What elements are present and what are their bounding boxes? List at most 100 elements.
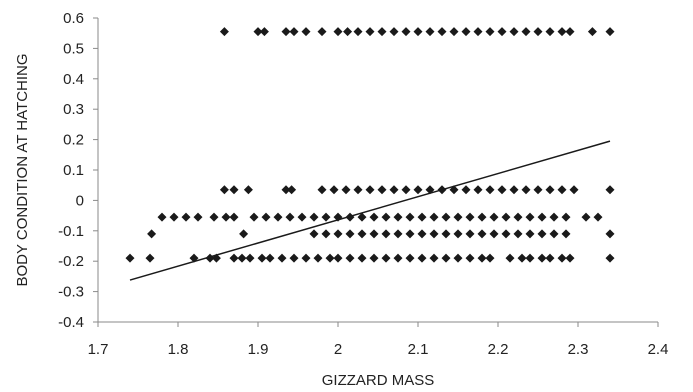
data-point: [345, 253, 355, 263]
data-point: [605, 185, 615, 195]
data-point: [533, 27, 543, 37]
data-point: [287, 185, 297, 195]
data-point: [473, 27, 483, 37]
x-tick-label: 1.9: [248, 341, 269, 358]
data-point: [557, 27, 567, 37]
data-point: [193, 212, 203, 222]
x-tick-label: 2.2: [488, 341, 509, 358]
data-point: [501, 212, 511, 222]
y-tick-label: 0: [76, 192, 84, 209]
data-point: [219, 27, 229, 37]
data-point: [437, 27, 447, 37]
data-point: [219, 185, 229, 195]
data-point: [317, 27, 327, 37]
data-point: [333, 253, 343, 263]
data-point: [477, 212, 487, 222]
data-point: [405, 229, 415, 239]
data-point: [545, 253, 555, 263]
data-point: [389, 185, 399, 195]
data-point: [289, 253, 299, 263]
data-point: [429, 229, 439, 239]
data-point: [321, 212, 331, 222]
y-tick-label: -0.3: [58, 284, 84, 301]
data-point: [393, 229, 403, 239]
data-point: [465, 253, 475, 263]
data-point: [365, 27, 375, 37]
x-tick-label: 1.8: [168, 341, 189, 358]
data-point: [561, 229, 571, 239]
data-point: [497, 185, 507, 195]
y-tick-label: 0.3: [63, 101, 84, 118]
data-point: [289, 27, 299, 37]
data-point: [429, 212, 439, 222]
data-point: [465, 212, 475, 222]
y-tick-labels: -0.4 -0.3 -0.2 -0.1 0 0.1 0.2 0.3 0.4 0.5 0.6: [58, 10, 98, 331]
data-point: [285, 212, 295, 222]
data-point: [521, 27, 531, 37]
data-point: [485, 185, 495, 195]
data-point: [533, 185, 543, 195]
data-point: [489, 229, 499, 239]
y-tick-label: -0.1: [58, 223, 84, 240]
data-point: [453, 212, 463, 222]
data-point: [343, 27, 353, 37]
data-point: [441, 212, 451, 222]
data-point: [537, 229, 547, 239]
data-point: [477, 253, 487, 263]
data-point: [321, 229, 331, 239]
y-tick-label: 0.5: [63, 40, 84, 57]
data-point: [357, 212, 367, 222]
data-point: [537, 253, 547, 263]
x-tick-label: 2.3: [568, 341, 589, 358]
data-point: [525, 229, 535, 239]
data-point: [413, 185, 423, 195]
x-tick-label: 2.4: [648, 341, 669, 358]
data-point: [513, 212, 523, 222]
data-point: [259, 27, 269, 37]
trendline: [129, 140, 611, 281]
data-point: [237, 253, 247, 263]
data-point: [239, 229, 249, 239]
data-point: [513, 229, 523, 239]
data-point: [229, 212, 239, 222]
x-axis-title: GIZZARD MASS: [322, 372, 435, 389]
data-point: [605, 27, 615, 37]
data-point: [485, 253, 495, 263]
data-point: [181, 212, 191, 222]
data-point: [557, 253, 567, 263]
data-point: [473, 185, 483, 195]
data-point: [229, 185, 239, 195]
x-tick-label: 2: [334, 341, 342, 358]
data-point: [325, 253, 335, 263]
data-point: [605, 253, 615, 263]
data-point: [441, 253, 451, 263]
data-point: [333, 229, 343, 239]
data-point: [441, 229, 451, 239]
data-point: [417, 253, 427, 263]
data-point: [417, 212, 427, 222]
y-axis-title: BODY CONDITION AT HATCHING: [14, 53, 31, 286]
data-point: [465, 229, 475, 239]
data-point: [369, 229, 379, 239]
data-point: [377, 185, 387, 195]
data-point: [281, 27, 291, 37]
data-point: [309, 212, 319, 222]
data-point: [341, 185, 351, 195]
data-point: [297, 212, 307, 222]
data-point: [565, 253, 575, 263]
data-point: [249, 212, 259, 222]
data-point: [429, 253, 439, 263]
data-point: [521, 185, 531, 195]
data-point: [381, 253, 391, 263]
data-point: [509, 185, 519, 195]
data-point: [369, 212, 379, 222]
data-point: [317, 185, 327, 195]
data-point: [525, 212, 535, 222]
y-tick-label: 0.6: [63, 10, 84, 27]
data-point: [501, 229, 511, 239]
data-point: [461, 185, 471, 195]
data-point: [453, 229, 463, 239]
data-point: [389, 27, 399, 37]
data-point: [393, 253, 403, 263]
data-point: [425, 27, 435, 37]
